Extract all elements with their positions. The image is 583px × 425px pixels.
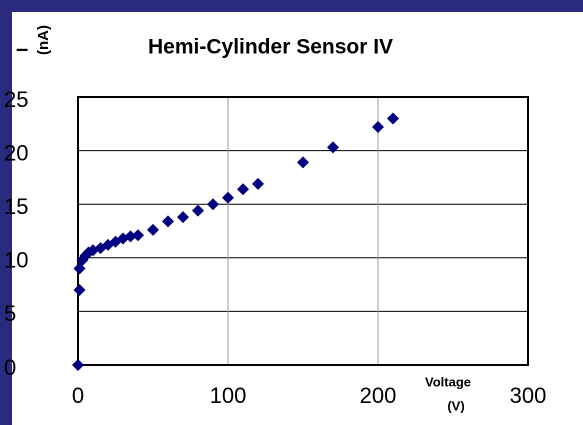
- point: [177, 211, 189, 224]
- point: [237, 183, 249, 196]
- point: [372, 121, 384, 134]
- chart-title: Hemi-Cylinder Sensor IV: [148, 36, 393, 59]
- point: [297, 156, 309, 169]
- point: [73, 283, 86, 296]
- slide-area: [12, 12, 583, 425]
- x-axis-label: Voltage: [425, 374, 471, 389]
- point: [252, 177, 264, 190]
- point: [72, 359, 84, 371]
- x-tick-label: 300: [510, 383, 547, 408]
- y-tick-label: 20: [4, 140, 28, 165]
- point: [147, 223, 159, 236]
- y-tick-label: 5: [4, 301, 16, 326]
- x-tick-label: 0: [72, 383, 84, 408]
- x-axis-label: (V): [447, 398, 464, 413]
- point: [192, 204, 204, 217]
- point: [124, 230, 137, 243]
- point: [162, 215, 174, 228]
- y-tick-label: 0: [4, 355, 16, 380]
- point: [222, 191, 234, 204]
- point: [132, 229, 144, 242]
- plot-frame: [77, 96, 529, 366]
- point: [387, 112, 399, 125]
- y-tick-label: 25: [4, 87, 28, 112]
- annotation: –: [16, 36, 28, 61]
- point: [207, 198, 219, 211]
- x-tick-label: 100: [210, 383, 247, 408]
- y-tick-label: 15: [4, 194, 28, 219]
- y-axis-label: (nA): [35, 25, 52, 55]
- point: [327, 141, 339, 154]
- y-tick-label: 10: [4, 248, 28, 273]
- x-tick-label: 200: [360, 383, 397, 408]
